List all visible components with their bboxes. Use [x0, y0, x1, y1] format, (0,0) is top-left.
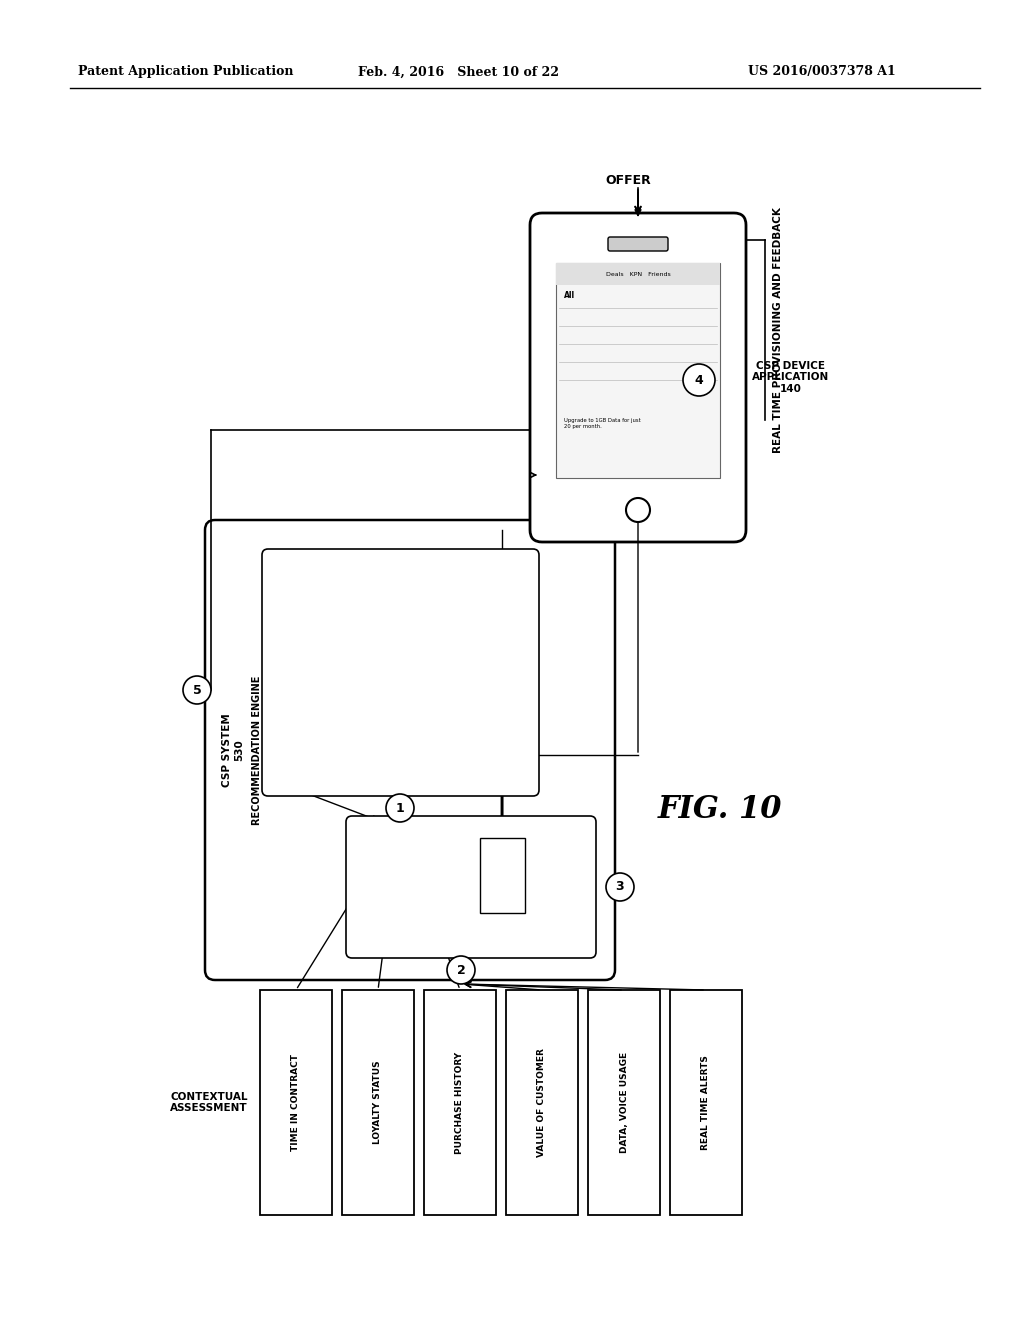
Text: Patent Application Publication: Patent Application Publication	[78, 66, 294, 78]
Text: CUSTOMER PROFILING: CUSTOMER PROFILING	[339, 572, 462, 582]
FancyBboxPatch shape	[608, 238, 668, 251]
Text: Upgrade to 1GB Data for just
20 per month.: Upgrade to 1GB Data for just 20 per mont…	[564, 418, 641, 429]
Text: RECOMMENDATION ENGINE: RECOMMENDATION ENGINE	[252, 676, 262, 825]
Text: 5: 5	[193, 684, 202, 697]
Text: OFFER: OFFER	[605, 173, 651, 186]
FancyBboxPatch shape	[262, 549, 539, 796]
FancyBboxPatch shape	[205, 520, 615, 979]
Text: US 2016/0037378 A1: US 2016/0037378 A1	[748, 66, 896, 78]
Circle shape	[386, 795, 414, 822]
Text: REAL TIME OFFER
CREATION: REAL TIME OFFER CREATION	[423, 832, 519, 853]
Text: REAL TIME ALERTS: REAL TIME ALERTS	[701, 1055, 711, 1150]
FancyBboxPatch shape	[424, 990, 496, 1214]
FancyBboxPatch shape	[530, 213, 746, 543]
Circle shape	[683, 364, 715, 396]
FancyBboxPatch shape	[346, 816, 596, 958]
Text: CSP SYSTEM
530: CSP SYSTEM 530	[222, 713, 244, 787]
Text: 2: 2	[457, 964, 465, 977]
Text: LOYALTY STATUS: LOYALTY STATUS	[374, 1061, 383, 1144]
FancyBboxPatch shape	[556, 263, 720, 478]
Text: •DATA MINING
•MICRO SEGMENTATION
•(CRM, CDRs, CAMPAIGNS): •DATA MINING •MICRO SEGMENTATION •(CRM, …	[283, 677, 404, 708]
FancyBboxPatch shape	[480, 838, 525, 913]
Text: REAL TIME
OFFERS: REAL TIME OFFERS	[479, 866, 525, 886]
Circle shape	[183, 676, 211, 704]
Text: •REAL TIME USAGE
•REAL TIME ALERTS
•(OCS, PCRF, CDRs): •REAL TIME USAGE •REAL TIME ALERTS •(OCS…	[364, 892, 449, 921]
FancyBboxPatch shape	[670, 990, 742, 1214]
Text: VALUE OF CUSTOMER: VALUE OF CUSTOMER	[538, 1048, 547, 1156]
Text: TIME IN CONTRACT: TIME IN CONTRACT	[292, 1053, 300, 1151]
Text: 1: 1	[395, 801, 404, 814]
FancyBboxPatch shape	[342, 990, 414, 1214]
FancyBboxPatch shape	[556, 263, 720, 285]
Text: Feb. 4, 2016   Sheet 10 of 22: Feb. 4, 2016 Sheet 10 of 22	[358, 66, 559, 78]
Text: 4: 4	[694, 374, 703, 387]
Circle shape	[447, 956, 475, 983]
Text: 3: 3	[615, 880, 625, 894]
Text: DATA, VOICE USAGE: DATA, VOICE USAGE	[620, 1052, 629, 1154]
Text: CSP DEVICE
APPLICATION
140: CSP DEVICE APPLICATION 140	[752, 360, 829, 395]
Circle shape	[626, 498, 650, 521]
Text: REAL TIME PROVISIONING AND FEEDBACK: REAL TIME PROVISIONING AND FEEDBACK	[773, 207, 783, 453]
FancyBboxPatch shape	[260, 990, 332, 1214]
Text: Deals   KPN   Friends: Deals KPN Friends	[605, 272, 671, 276]
Text: FIG. 10: FIG. 10	[657, 795, 782, 825]
FancyBboxPatch shape	[506, 990, 578, 1214]
Text: CONTEXTUAL
ASSESSMENT: CONTEXTUAL ASSESSMENT	[170, 1092, 248, 1113]
FancyBboxPatch shape	[588, 990, 660, 1214]
Text: PURCHASE HISTORY: PURCHASE HISTORY	[456, 1052, 465, 1154]
Circle shape	[606, 873, 634, 902]
Text: All: All	[564, 292, 575, 301]
